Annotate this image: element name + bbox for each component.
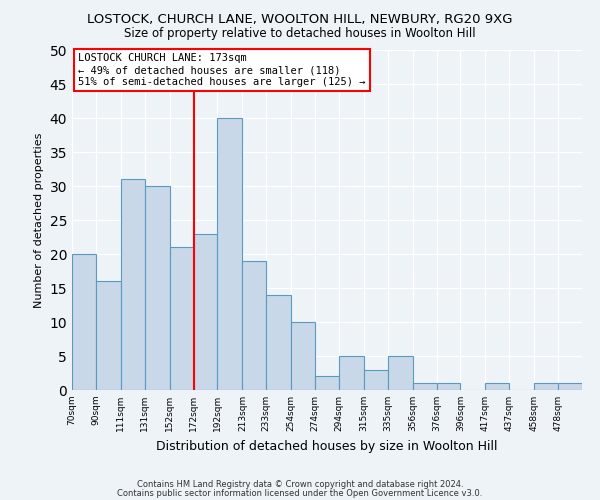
- Bar: [339, 356, 364, 390]
- Bar: [170, 247, 194, 390]
- Bar: [388, 356, 413, 390]
- X-axis label: Distribution of detached houses by size in Woolton Hill: Distribution of detached houses by size …: [156, 440, 498, 452]
- Bar: [242, 261, 266, 390]
- Y-axis label: Number of detached properties: Number of detached properties: [34, 132, 44, 308]
- Bar: [364, 370, 388, 390]
- Bar: [535, 383, 558, 390]
- Bar: [485, 383, 509, 390]
- Bar: [558, 383, 582, 390]
- Bar: [291, 322, 315, 390]
- Text: Contains public sector information licensed under the Open Government Licence v3: Contains public sector information licen…: [118, 489, 482, 498]
- Bar: [96, 281, 121, 390]
- Bar: [194, 234, 217, 390]
- Bar: [413, 383, 437, 390]
- Bar: [266, 295, 291, 390]
- Text: Contains HM Land Registry data © Crown copyright and database right 2024.: Contains HM Land Registry data © Crown c…: [137, 480, 463, 489]
- Bar: [217, 118, 242, 390]
- Text: Size of property relative to detached houses in Woolton Hill: Size of property relative to detached ho…: [124, 28, 476, 40]
- Bar: [72, 254, 96, 390]
- Text: LOSTOCK CHURCH LANE: 173sqm
← 49% of detached houses are smaller (118)
51% of se: LOSTOCK CHURCH LANE: 173sqm ← 49% of det…: [78, 54, 365, 86]
- Bar: [145, 186, 170, 390]
- Bar: [315, 376, 339, 390]
- Bar: [121, 179, 145, 390]
- Bar: [437, 383, 460, 390]
- Text: LOSTOCK, CHURCH LANE, WOOLTON HILL, NEWBURY, RG20 9XG: LOSTOCK, CHURCH LANE, WOOLTON HILL, NEWB…: [87, 12, 513, 26]
